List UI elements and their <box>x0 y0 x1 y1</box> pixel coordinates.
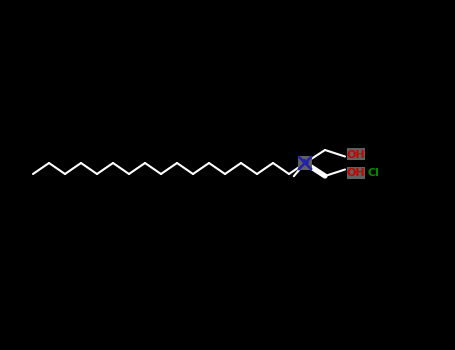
Text: OH: OH <box>347 149 365 160</box>
Bar <box>347 147 365 160</box>
Bar <box>347 167 365 178</box>
Text: OH: OH <box>347 168 365 178</box>
Text: Cl: Cl <box>368 168 380 178</box>
Bar <box>298 156 312 170</box>
Text: N: N <box>302 159 309 168</box>
